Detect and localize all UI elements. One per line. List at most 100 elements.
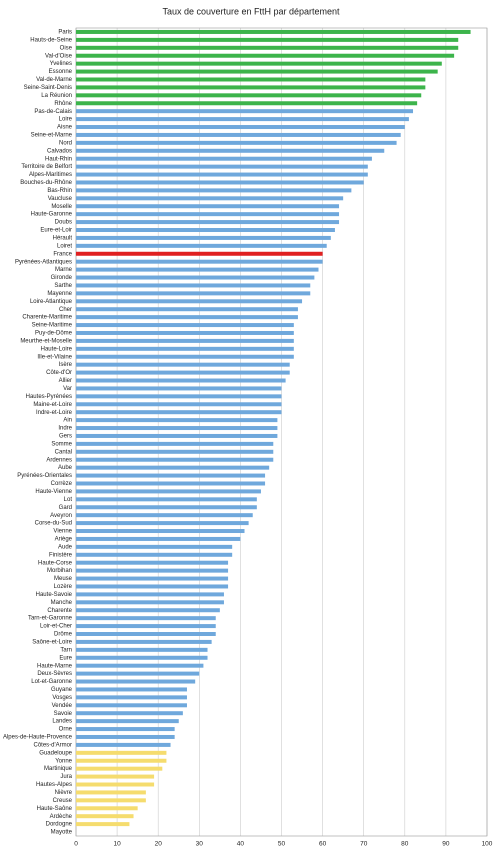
- bar: [76, 671, 200, 676]
- y-tick-label: Loire-Atlantique: [30, 299, 73, 305]
- y-tick-label: Charente: [47, 608, 72, 614]
- y-tick-label: Gard: [59, 505, 72, 511]
- bar: [76, 180, 364, 185]
- y-tick-label: Lozère: [54, 584, 73, 590]
- bar: [76, 687, 187, 692]
- y-tick-label: Haute-Marne: [37, 663, 73, 669]
- bar: [76, 370, 290, 375]
- bar: [76, 497, 257, 502]
- y-tick-label: Ille-et-Vilaine: [37, 354, 72, 360]
- y-tick-label: Lot-et-Garonne: [31, 679, 72, 685]
- bar: [76, 196, 344, 201]
- y-tick-label: Mayotte: [51, 830, 73, 836]
- y-tick-label: Haute-Vienne: [35, 489, 72, 495]
- bar: [76, 798, 146, 803]
- y-tick-label: Yvelines: [50, 61, 72, 67]
- y-tick-label: Haut-Rhin: [45, 156, 72, 162]
- y-tick-label: Essonne: [49, 69, 73, 75]
- bar: [76, 536, 241, 541]
- bar: [76, 315, 298, 320]
- bar: [76, 544, 233, 549]
- x-tick-label: 80: [401, 841, 409, 848]
- y-tick-label: Moselle: [51, 204, 72, 210]
- bar: [76, 93, 422, 98]
- y-tick-label: Val-d'Oise: [45, 53, 73, 59]
- bar: [76, 647, 208, 652]
- y-tick-label: Côte-d'Or: [46, 370, 72, 376]
- bar: [76, 394, 282, 399]
- y-tick-label: Var: [63, 386, 72, 392]
- y-tick-label: Guyane: [51, 687, 73, 693]
- x-tick-label: 70: [360, 841, 368, 848]
- bar: [76, 354, 294, 359]
- y-tick-label: Calvados: [47, 148, 72, 154]
- bar: [76, 457, 274, 462]
- y-tick-label: Hauts-de-Seine: [30, 37, 72, 43]
- bar: [76, 465, 270, 470]
- bar: [76, 592, 224, 597]
- y-tick-label: Meurthe-et-Moselle: [20, 338, 72, 344]
- y-tick-label: Vaucluse: [48, 196, 73, 202]
- x-tick-label: 30: [196, 841, 204, 848]
- bar: [76, 243, 327, 248]
- y-tick-label: Bouches-du-Rhône: [20, 180, 72, 186]
- bar: [76, 101, 418, 106]
- y-tick-label: Gironde: [51, 275, 73, 281]
- bar: [76, 719, 179, 724]
- y-tick-label: Hérault: [53, 235, 73, 241]
- x-tick-label: 60: [319, 841, 327, 848]
- bar: [76, 766, 163, 771]
- bar: [76, 552, 233, 557]
- y-tick-label: Eure-et-Loir: [40, 228, 72, 234]
- bar: [76, 77, 426, 82]
- y-tick-label: Rhône: [54, 101, 72, 107]
- y-tick-label: Corse-du-Sud: [35, 521, 72, 527]
- bar: [76, 600, 224, 605]
- y-tick-label: Pyrénées-Atlantiques: [15, 259, 72, 265]
- bar: [76, 188, 352, 193]
- bar: [76, 378, 286, 383]
- bar: [76, 790, 146, 795]
- bar: [76, 449, 274, 454]
- y-tick-label: Lot: [64, 497, 73, 503]
- bar: [76, 259, 323, 264]
- y-tick-label: Val-de-Marne: [36, 77, 73, 83]
- bar: [76, 529, 245, 534]
- bar: [76, 338, 294, 343]
- bar: [76, 814, 134, 819]
- bar: [76, 330, 294, 335]
- y-tick-label: Ardennes: [46, 457, 72, 463]
- x-tick-label: 20: [155, 841, 163, 848]
- bar: [76, 782, 155, 787]
- bar: [76, 69, 438, 74]
- bar: [76, 125, 405, 130]
- y-tick-label: Ariège: [55, 537, 73, 543]
- bar: [76, 639, 212, 644]
- bar: [76, 29, 471, 34]
- x-tick-label: 0: [74, 841, 78, 848]
- chart-title: Taux de couverture en FttH par départeme…: [162, 6, 340, 16]
- y-tick-label: Loiret: [57, 243, 72, 249]
- bar: [76, 117, 409, 122]
- bar: [76, 695, 187, 700]
- y-tick-label: Charente-Maritime: [22, 315, 72, 321]
- bar: [76, 204, 340, 209]
- bar: [76, 235, 331, 240]
- plot-frame: [75, 27, 488, 837]
- y-tick-label: Dordogne: [46, 822, 73, 828]
- y-tick-label: Creuse: [53, 798, 73, 804]
- y-tick-label: Hautes-Alpes: [36, 782, 72, 788]
- bar: [76, 576, 229, 581]
- y-tick-label: Tarn-et-Garonne: [28, 616, 73, 622]
- bar: [76, 109, 414, 114]
- bar: [76, 584, 229, 589]
- y-tick-label: Seine-et-Marne: [31, 133, 73, 139]
- y-tick-label: Saône-et-Loire: [32, 639, 72, 645]
- y-tick-label: Landes: [52, 719, 72, 725]
- bar: [76, 307, 298, 312]
- y-tick-label: Alpes-Maritimes: [29, 172, 72, 178]
- bar: [76, 267, 319, 272]
- bar: [76, 410, 282, 415]
- bar: [76, 774, 155, 779]
- y-tick-label: Drôme: [54, 632, 73, 638]
